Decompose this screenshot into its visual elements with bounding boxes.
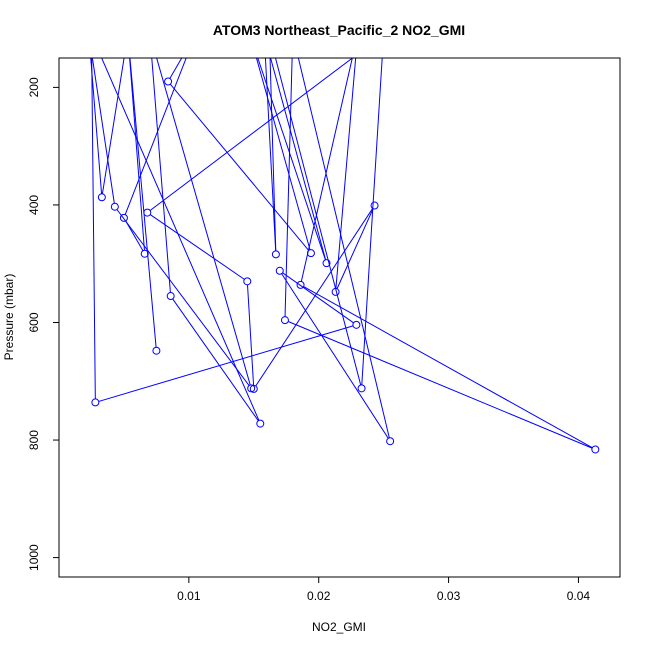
- data-point: [352, 320, 361, 329]
- data-point: [97, 193, 106, 202]
- y-tick-label: 800: [27, 430, 41, 450]
- series-line-segment: [297, 58, 390, 438]
- data-point: [322, 259, 331, 268]
- y-tick-label: 600: [27, 312, 41, 332]
- series-line-segment: [247, 284, 255, 386]
- series-line-segment: [257, 58, 326, 260]
- series-line-segment: [274, 58, 362, 386]
- data-point: [164, 77, 173, 86]
- chart-title: ATOM3 Northeast_Pacific_2 NO2_GMI: [213, 22, 465, 38]
- y-tick-label: 200: [27, 77, 41, 97]
- series-line-segment: [101, 58, 260, 421]
- x-axis-label: NO2_GMI: [312, 620, 366, 634]
- series-line-segment: [284, 58, 293, 317]
- series-layer: [90, 58, 600, 454]
- series-line-segment: [172, 298, 259, 422]
- series-line-segment: [156, 58, 251, 386]
- series-line-segment: [90, 58, 103, 194]
- data-point: [91, 398, 100, 407]
- series-line-segment: [169, 83, 310, 251]
- series-line-segment: [270, 58, 327, 260]
- data-point: [243, 277, 252, 286]
- series-line-segment: [125, 220, 144, 251]
- series-line-segment: [149, 214, 245, 280]
- data-point: [271, 250, 280, 259]
- data-point: [386, 437, 395, 446]
- series-line-segment: [361, 58, 383, 385]
- series-line-segment: [149, 58, 354, 211]
- data-point: [140, 249, 149, 258]
- series-line-segment: [255, 58, 311, 250]
- series-line-segment: [116, 209, 250, 386]
- data-point: [275, 266, 284, 275]
- x-tick-label: 0.04: [567, 589, 591, 603]
- series-line-segment: [129, 58, 145, 251]
- series-line-segment: [264, 58, 277, 251]
- series-line-segment: [335, 58, 357, 289]
- series-line-segment: [151, 58, 171, 293]
- series-line-segment: [281, 273, 389, 439]
- data-point: [166, 292, 175, 301]
- data-point: [143, 208, 152, 217]
- series-line-segment: [269, 58, 277, 251]
- series-line-segment: [129, 58, 157, 348]
- series-line-segment: [303, 286, 593, 449]
- data-point: [591, 445, 600, 454]
- series-line-segment: [336, 208, 374, 289]
- data-point: [357, 384, 366, 393]
- series-line-segment: [300, 58, 353, 282]
- series-line-segment: [255, 208, 374, 387]
- series-line-segment: [101, 58, 125, 194]
- series-line-segment: [91, 58, 115, 204]
- data-point: [280, 316, 289, 325]
- y-axis-label: Pressure (mbar): [2, 274, 16, 361]
- data-point: [249, 384, 258, 393]
- data-point: [152, 346, 161, 355]
- series-line-segment: [98, 325, 354, 402]
- y-axis: 200 400 600 800 1000: [27, 77, 59, 571]
- x-axis: 0.01 0.02 0.03 0.04: [177, 577, 590, 603]
- data-point: [119, 213, 128, 222]
- x-tick-label: 0.03: [437, 589, 461, 603]
- series-line-segment: [287, 321, 593, 449]
- x-tick-label: 0.02: [307, 589, 331, 603]
- data-point: [370, 201, 379, 210]
- data-point: [306, 249, 315, 258]
- x-tick-label: 0.01: [177, 589, 201, 603]
- data-point: [110, 202, 119, 211]
- series-line-segment: [91, 58, 96, 399]
- plot-frame: [58, 57, 621, 578]
- data-point: [296, 280, 305, 289]
- series-line-segment: [169, 58, 183, 79]
- y-tick-label: 400: [27, 195, 41, 215]
- series-line-segment: [282, 272, 354, 324]
- y-tick-label: 1000: [27, 544, 41, 571]
- data-point: [256, 419, 265, 428]
- series-line-segment: [124, 58, 187, 215]
- data-point: [331, 287, 340, 296]
